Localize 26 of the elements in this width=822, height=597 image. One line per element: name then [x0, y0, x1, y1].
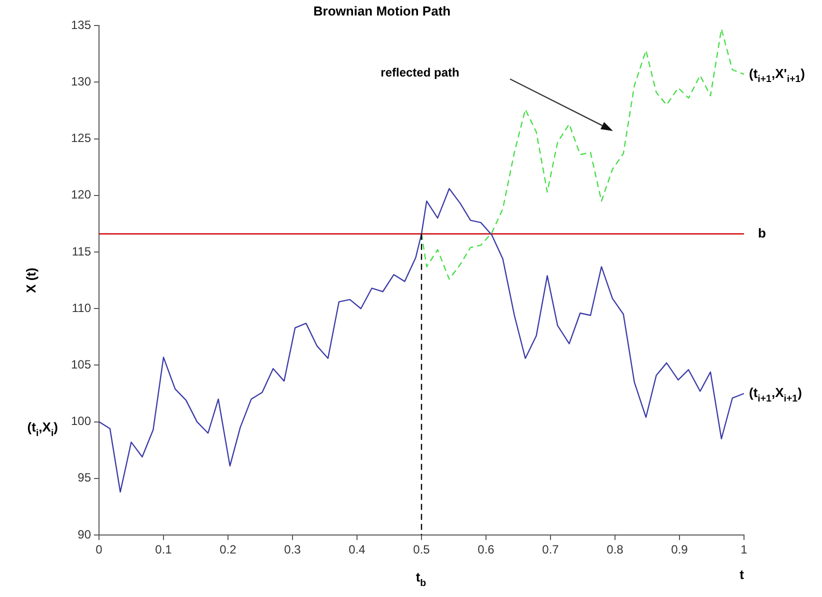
y-tick-label: 100 — [70, 414, 92, 428]
x-tick-label: 0 — [96, 542, 103, 557]
y-tick-label: 120 — [70, 188, 92, 202]
x-tick-label: 0.4 — [348, 542, 366, 557]
x-tick-label: 0.7 — [542, 542, 560, 557]
y-axis-title: X (t) — [23, 268, 38, 293]
x-tick-label: 0.1 — [155, 542, 172, 557]
y-tick-label: 105 — [70, 358, 92, 372]
x-tick-label: 0.3 — [284, 542, 302, 557]
y-tick-label: 130 — [70, 74, 92, 89]
x-tick-label: 0.5 — [413, 542, 430, 557]
x-tick-label: 0.2 — [220, 542, 237, 557]
x-tick-label: 0.9 — [671, 542, 688, 557]
x-axis-title: t — [740, 566, 745, 582]
y-tick-label: 125 — [70, 131, 92, 146]
chart-title: Brownian Motion Path — [313, 3, 451, 18]
y-tick-label: 110 — [72, 300, 92, 315]
annotation: reflected path — [380, 65, 460, 80]
x-tick-label: 1 — [740, 542, 748, 557]
y-tick-label: 115 — [72, 244, 92, 258]
y-tick-label: 90 — [78, 527, 92, 542]
y-tick-label: 135 — [70, 18, 92, 32]
x-tick-label: 0.8 — [606, 542, 624, 557]
y-tick-label: 95 — [78, 470, 92, 485]
ref-line-label: b — [758, 225, 766, 240]
x-tick-label: 0.6 — [478, 542, 495, 557]
